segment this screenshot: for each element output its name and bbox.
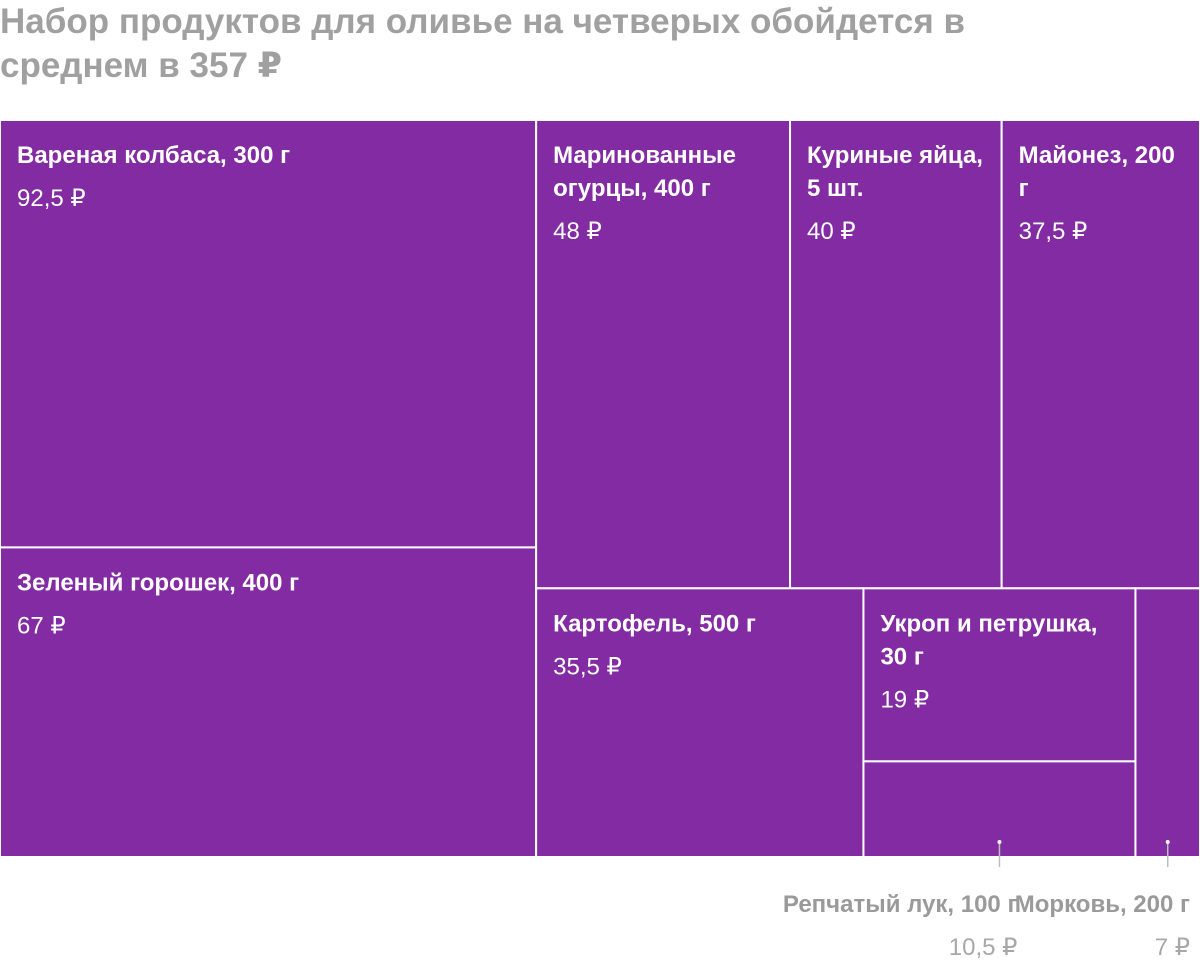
item-name-mayonnaise: Майонез, 200 г <box>1019 142 1175 202</box>
item-name-carrot: Морковь, 200 г <box>1015 891 1190 918</box>
item-value-eggs: 40 ₽ <box>807 218 856 245</box>
item-value-onion: 10,5 ₽ <box>949 934 1018 961</box>
treemap-cell-peas <box>0 546 538 859</box>
item-name-peas: Зеленый горошек, 400 г <box>17 569 299 596</box>
treemap-label-pickles: Маринованные огурцы, 400 г 48 ₽ <box>553 142 736 245</box>
treemap-label-mayonnaise: Майонез, 200 г 37,5 ₽ <box>1019 142 1175 245</box>
treemap-cell-carrot <box>1134 587 1200 858</box>
item-value-sausage: 92,5 ₽ <box>17 185 86 212</box>
item-value-potato: 35,5 ₽ <box>553 653 622 680</box>
item-name-sausage: Вареная колбаса, 300 г <box>17 142 290 169</box>
item-name-potato: Картофель, 500 г <box>553 610 756 637</box>
treemap-label-peas: Зеленый горошек, 400 г 67 ₽ <box>17 569 299 639</box>
treemap-label-onion: Репчатый лук, 100 г 10,5 ₽ <box>783 891 1018 961</box>
item-name-eggs: Куриные яйца, 5 шт. <box>807 142 983 202</box>
item-value-dill-parsley: 19 ₽ <box>880 686 929 713</box>
item-name-dill-parsley: Укроп и петрушка, 30 г <box>880 610 1097 670</box>
leader-dot-onion <box>997 840 1002 844</box>
treemap-cell-potato <box>535 587 865 858</box>
treemap-label-carrot: Морковь, 200 г 7 ₽ <box>1015 891 1190 961</box>
chart-title: Набор продуктов для оливье на четверых о… <box>0 2 965 85</box>
treemap-cell-mayonnaise <box>1000 119 1200 590</box>
treemap-label-potato: Картофель, 500 г 35,5 ₽ <box>553 610 756 680</box>
leader-dot-carrot <box>1165 840 1170 844</box>
item-value-carrot: 7 ₽ <box>1155 934 1190 961</box>
treemap-label-dill-parsley: Укроп и петрушка, 30 г 19 ₽ <box>880 610 1097 713</box>
item-name-onion: Репчатый лук, 100 г <box>783 891 1018 918</box>
item-value-peas: 67 ₽ <box>17 612 66 639</box>
treemap-label-sausage: Вареная колбаса, 300 г 92,5 ₽ <box>17 142 290 212</box>
treemap-cell-sausage <box>0 119 538 549</box>
item-value-mayonnaise: 37,5 ₽ <box>1019 218 1088 245</box>
treemap-label-eggs: Куриные яйца, 5 шт. 40 ₽ <box>807 142 983 245</box>
item-name-pickles: Маринованные огурцы, 400 г <box>553 142 736 202</box>
item-value-pickles: 48 ₽ <box>553 218 602 245</box>
